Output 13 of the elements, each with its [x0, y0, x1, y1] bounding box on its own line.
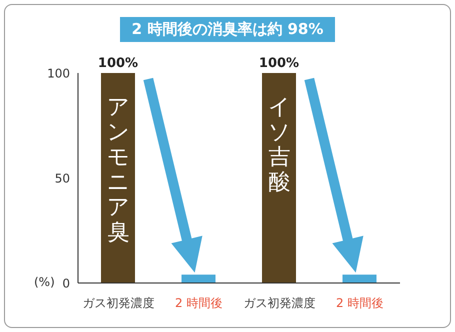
annotation: アンモニア臭	[106, 95, 131, 245]
y-tick-label: 50	[54, 171, 70, 186]
x-tick-label: 2 時間後	[175, 296, 222, 310]
x-tick-label: 2 時間後	[336, 296, 384, 310]
data-label: 100%	[98, 56, 138, 71]
y-axis-title: (%)	[34, 275, 55, 289]
chart-title: 2 時間後の消臭率は約 98%	[120, 17, 336, 42]
y-tick-label: 0	[62, 276, 70, 290]
annotation: イソ吉酸	[266, 95, 292, 195]
x-tick-label: ガス初発濃度	[82, 296, 154, 310]
data-label: 100%	[258, 56, 300, 71]
x-tick-label: ガス初発濃度	[243, 296, 316, 310]
y-tick-label: 100	[47, 66, 70, 80]
